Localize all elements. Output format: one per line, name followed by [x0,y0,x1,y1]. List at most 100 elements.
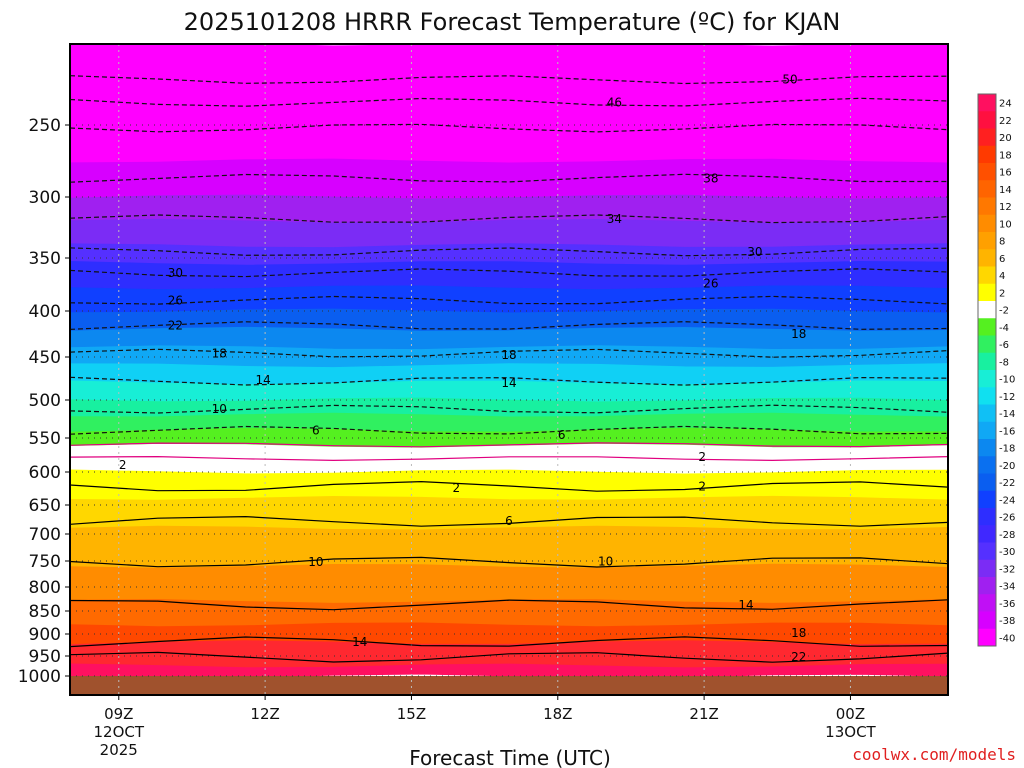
colorbar-label: -22 [999,478,1015,489]
colorbar-swatch [978,508,996,526]
y-tick-label: 700 [29,525,61,545]
y-tick-label: 400 [29,302,61,322]
contour-label: 6 [505,514,513,528]
colorbar-swatch [978,525,996,543]
y-tick-label: 500 [29,391,61,411]
x-tick-label: 21Z [689,705,718,723]
colorbar-label: 14 [999,185,1012,196]
colorbar-swatch [978,352,996,371]
ground-below-surface [70,676,948,695]
contour-label: 50 [782,73,797,87]
colorbar-swatch [978,542,996,561]
isotherm-line [70,321,948,330]
colorbar-label: 12 [999,202,1012,213]
colorbar-label: 18 [999,150,1012,161]
contour-label: 2 [119,458,127,472]
temperature-band [70,469,948,501]
colorbar-label: -32 [999,564,1015,575]
contour-label: 14 [256,373,271,387]
colorbar-swatch [978,490,996,509]
colorbar-label: -12 [999,392,1015,403]
x-tick-label: 12Z [250,705,279,723]
contour-label: 10 [212,402,227,416]
x-tick-label: 15Z [397,705,426,723]
colorbar-label: -30 [999,547,1015,558]
contour-label: 2 [698,480,706,494]
colorbar-swatch [978,577,996,595]
colorbar-label: -24 [999,495,1015,506]
isotherm-line [70,123,948,133]
y-axis: 250 300 350 400 450 500 550 600 650 700 750 800 850 9… [18,116,70,687]
colorbar-swatch [978,404,996,423]
temperature-band [70,563,948,604]
isotherm-line [70,442,948,448]
isotherm-line [70,75,948,85]
colorbar-label: 10 [999,219,1012,230]
colorbar-label: -10 [999,375,1015,386]
plot-frame [69,43,949,696]
colorbar-swatch [978,128,996,147]
credit-text: coolwx.com/models [852,745,1016,764]
chart-title: 2025101208 HRRR Forecast Temperature (ºC… [184,8,841,36]
contour-label: 30 [747,245,762,259]
colorbar-swatch [978,232,996,250]
colorbar-label: -26 [999,513,1015,524]
isotherm-line [70,376,948,386]
y-tick-label: 450 [29,348,61,368]
contour-label: 14 [352,635,367,649]
temperature-band [70,525,948,569]
colorbar-swatch [978,335,996,354]
colorbar-swatch [978,594,996,612]
isotherm-line [70,268,948,278]
colorbar-swatch [978,387,996,405]
colorbar-swatch [978,283,996,302]
colorbar-swatch [978,214,996,233]
colorbar-label: 16 [999,168,1012,179]
y-tick-label: 600 [29,463,61,483]
contour-label: 34 [607,212,622,226]
colorbar-swatch [978,370,996,388]
contour-label: 2 [698,450,706,464]
isotherm-line [70,425,948,435]
x-axis-title: Forecast Time (UTC) [409,746,611,768]
colorbar-swatch [978,611,996,630]
contour-label: 10 [308,555,323,569]
colorbar-swatch [978,111,996,129]
isotherm-line [70,651,948,663]
colorbar-label: -4 [999,323,1009,334]
contour-label: 18 [791,327,806,341]
colorbar-label: 24 [999,99,1012,110]
colorbar-label: -2 [999,306,1009,317]
contour-label: 6 [312,423,320,437]
colorbar-label: -34 [999,582,1015,593]
contour-label: 18 [791,626,806,640]
colorbar: 24 22 20 18 16 14 12 10 8 6 4 2 -2 -4 -6 -8 -10 -12 -14 -16… [977,93,1015,647]
x-tick-year: 2025 [100,741,138,759]
contour-label: 26 [168,293,183,307]
colorbar-label: -38 [999,616,1015,627]
colorbar-label: -36 [999,599,1015,610]
isotherm-line [70,247,948,257]
contour-label: 26 [703,276,718,290]
x-tick-label: 18Z [543,705,572,723]
colorbar-swatch [978,163,996,181]
colorbar-label: -40 [999,633,1015,644]
colorbar-swatch [978,180,996,198]
contour-label: 38 [703,171,718,185]
contour-label: 18 [501,348,516,362]
contour-label: 6 [558,428,566,442]
colorbar-label: -8 [999,357,1009,368]
contour-label: 18 [212,346,227,360]
colorbar-label: -6 [999,340,1009,351]
contour-label: 10 [598,555,613,569]
y-tick-label: 1000 [18,667,61,687]
isotherm-line [70,295,948,305]
colorbar-swatch [978,301,996,319]
colorbar-label: 20 [999,133,1012,144]
contour-label: 46 [607,95,622,109]
isotherm-line [70,404,948,414]
x-tick-date: 12OCT [94,723,145,741]
colorbar-swatch [978,456,996,474]
